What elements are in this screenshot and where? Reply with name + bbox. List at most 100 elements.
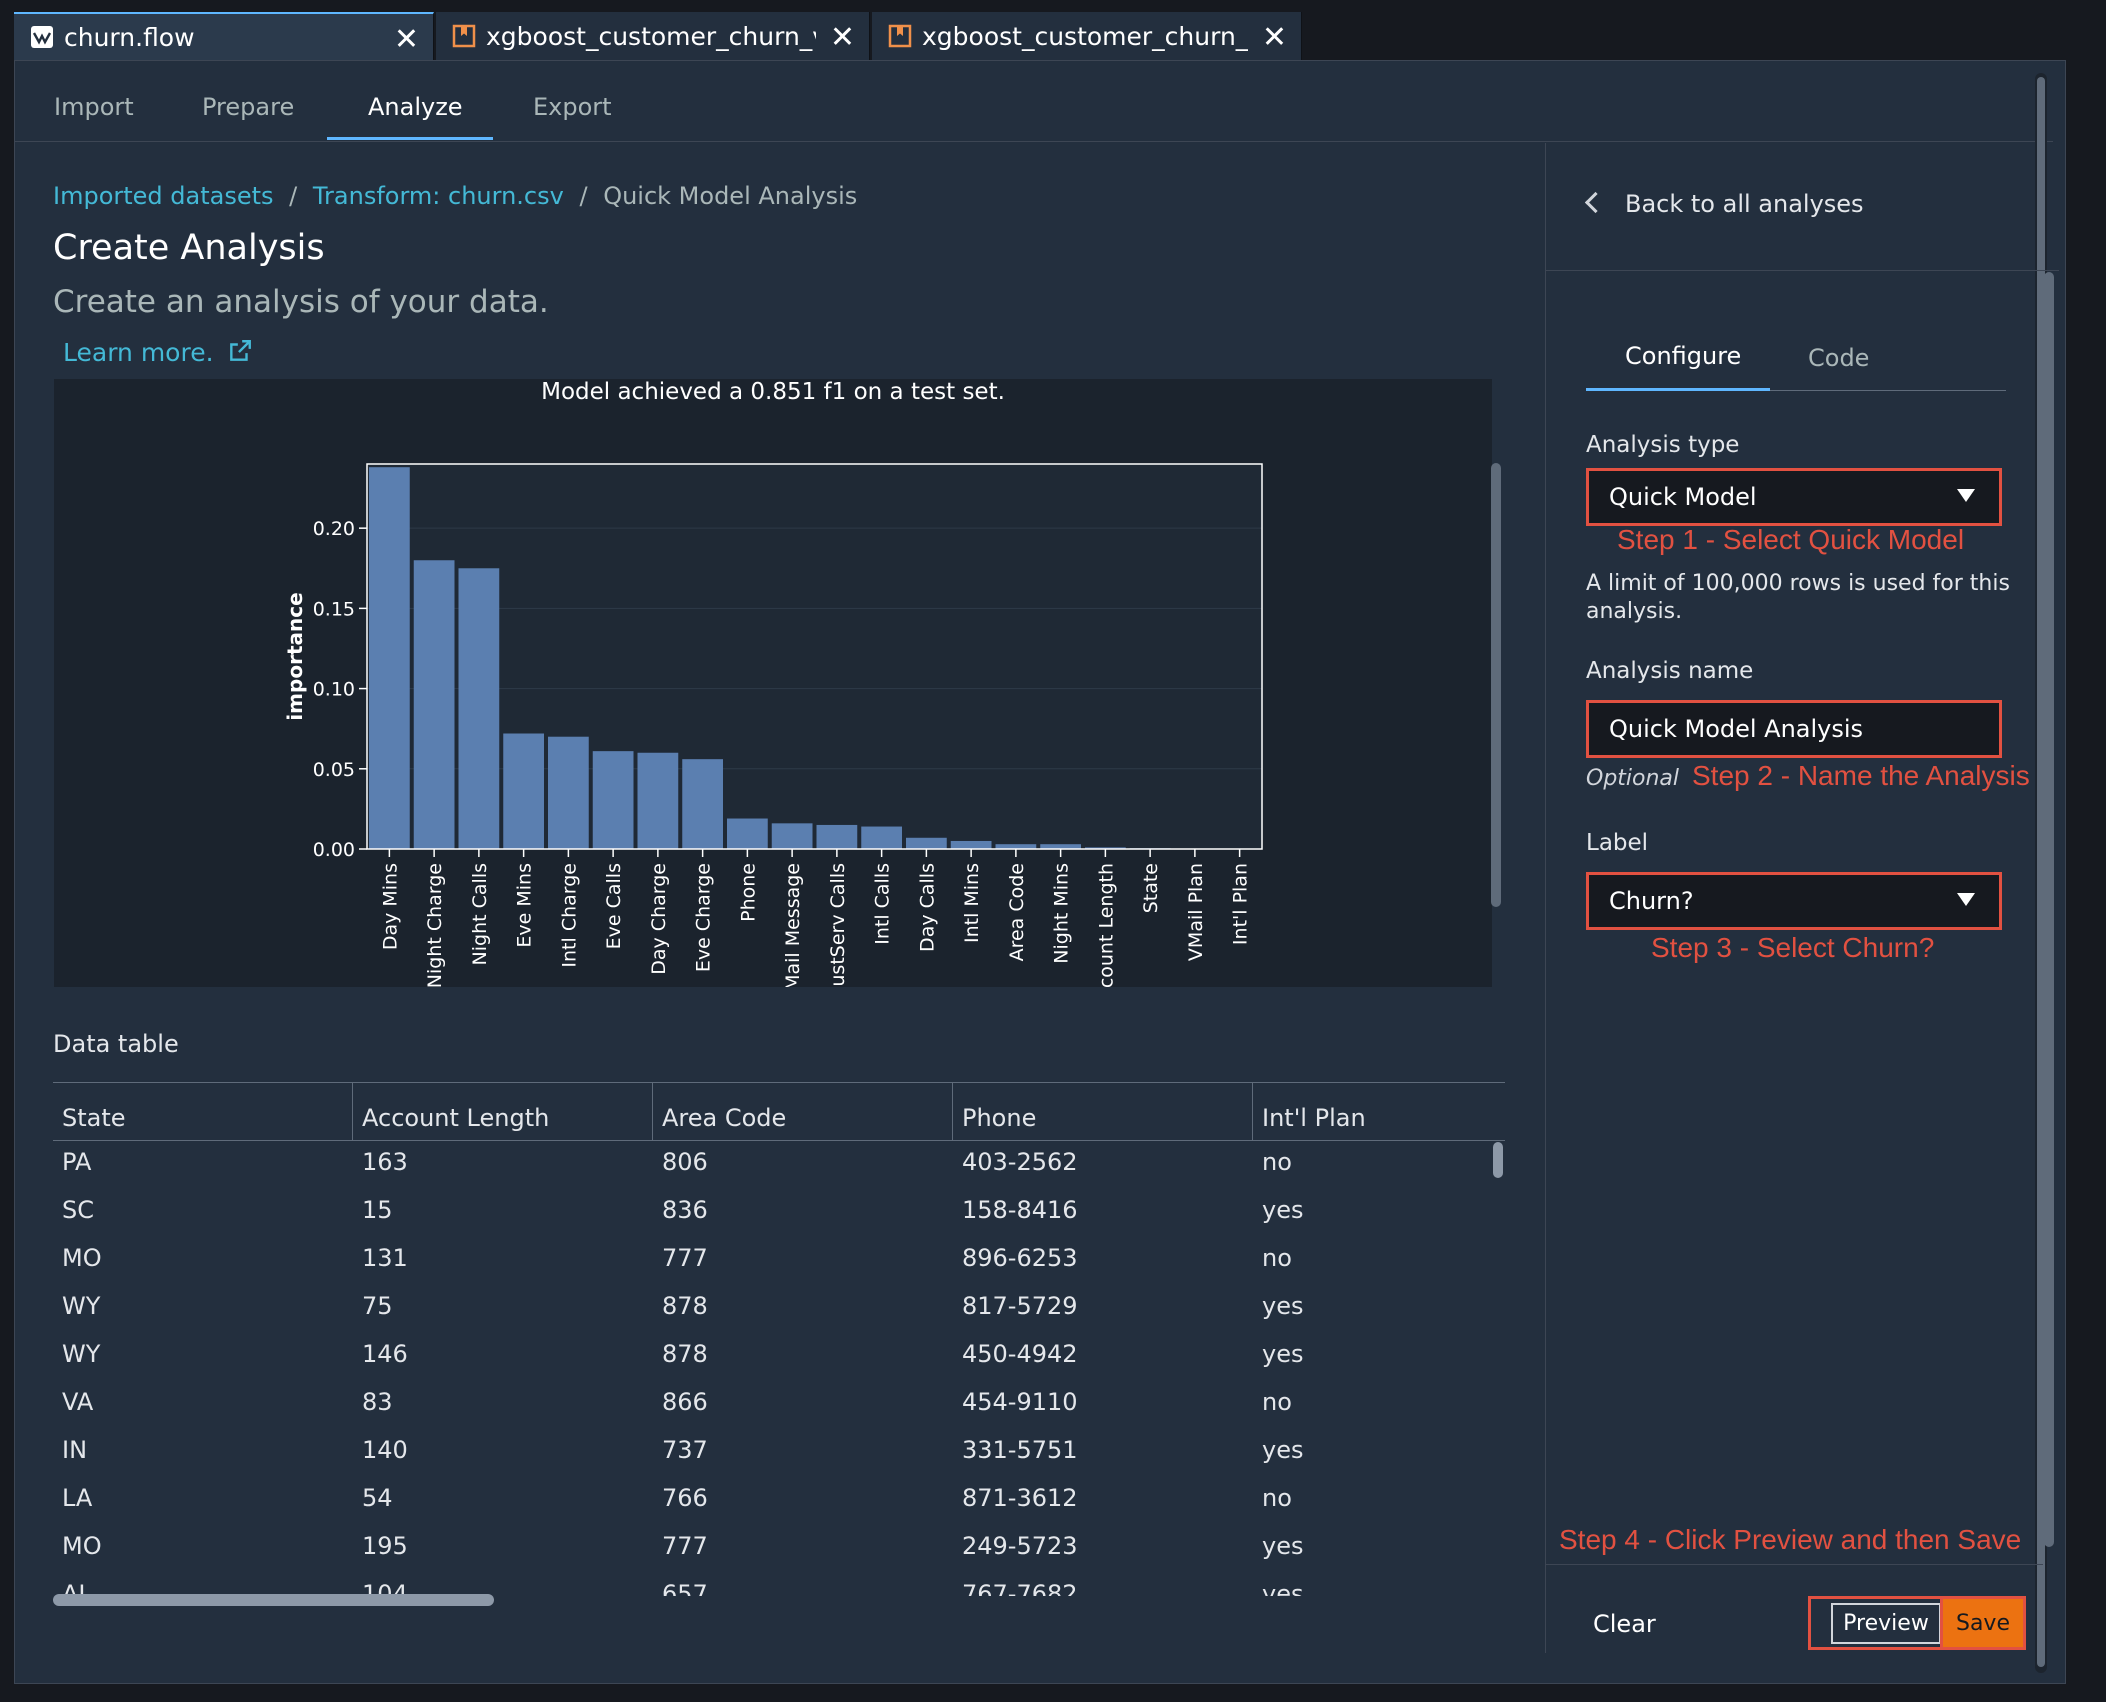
table-cell: 657 [662, 1580, 708, 1596]
x-tick-label: Eve Mins [514, 863, 536, 948]
table-cell: 878 [662, 1340, 708, 1368]
breadcrumb-transform[interactable]: Transform: churn.csv [312, 182, 564, 210]
window-scrollbar-thumb[interactable] [2037, 77, 2045, 1667]
chart-scrollbar-thumb[interactable] [1491, 463, 1501, 907]
chart-title: Model achieved a 0.851 f1 on a test set. [541, 379, 1005, 405]
x-tick-label: Intl Charge [558, 863, 580, 968]
learn-more-link[interactable]: Learn more. [63, 338, 253, 367]
panel-divider [1545, 143, 1546, 1653]
table-cell: yes [1262, 1196, 1304, 1224]
table-cell: yes [1262, 1292, 1304, 1320]
table-cell: LA [62, 1484, 93, 1512]
y-tick-label: 0.15 [313, 598, 355, 620]
caret-down-icon [1957, 489, 1975, 502]
table-cell: 866 [662, 1388, 708, 1416]
table-cell: yes [1262, 1436, 1304, 1464]
table-cell: 54 [362, 1484, 393, 1512]
tab-import[interactable]: Import [54, 93, 134, 121]
table-cell: 158-8416 [962, 1196, 1078, 1224]
table-horizontal-scrollbar-thumb[interactable] [53, 1594, 494, 1606]
x-tick-label: Phone [737, 863, 759, 922]
table-cell: IN [62, 1436, 88, 1464]
bar [503, 733, 544, 849]
x-tick-label: State [1140, 863, 1162, 913]
tab-analyze[interactable]: Analyze [368, 93, 463, 121]
table-cell: 195 [362, 1532, 408, 1560]
column-header-account-length[interactable]: Account Length [362, 1104, 550, 1132]
tab-prepare[interactable]: Prepare [202, 93, 295, 121]
table-cell: 146 [362, 1340, 408, 1368]
x-tick-label: Mail Message [782, 863, 804, 987]
y-tick-label: 0.10 [313, 679, 355, 701]
preview-button[interactable]: Preview [1808, 1596, 1964, 1650]
x-tick-label: Night Calls [469, 863, 491, 965]
clear-button[interactable]: Clear [1593, 1610, 1656, 1638]
bar [1085, 847, 1126, 849]
table-cell: WY [62, 1340, 101, 1368]
label-select[interactable]: Churn? [1586, 872, 2002, 930]
x-tick-label: Day Mins [379, 863, 401, 950]
step1-annotation: Step 1 - Select Quick Model [1617, 524, 1965, 555]
plot-area [367, 464, 1262, 849]
learn-more-label: Learn more. [63, 338, 214, 367]
tab-export[interactable]: Export [533, 93, 612, 121]
file-tab-xgboost-2[interactable]: xgboost_customer_churn_v1.i ✕ [872, 12, 1302, 60]
analysis-name-input[interactable]: Quick Model Analysis [1586, 700, 2002, 758]
flow-icon [31, 26, 53, 48]
close-icon[interactable]: ✕ [393, 22, 419, 57]
column-header-intl-plan[interactable]: Int'l Plan [1262, 1104, 1366, 1132]
breadcrumb-imported-datasets[interactable]: Imported datasets [53, 182, 274, 210]
column-header-area-code[interactable]: Area Code [662, 1104, 787, 1132]
table-cell: 249-5723 [962, 1532, 1078, 1560]
label-value: Churn? [1609, 887, 1694, 915]
bar [816, 824, 858, 849]
panel-scrollbar-thumb[interactable] [2044, 272, 2054, 1547]
feature-importance-chart: Model achieved a 0.851 f1 on a test set.… [283, 379, 1263, 1011]
table-cell: PA [62, 1148, 92, 1176]
analysis-name-value: Quick Model Analysis [1609, 715, 1864, 743]
table-cell: 836 [662, 1196, 708, 1224]
table-cell: 871-3612 [962, 1484, 1078, 1512]
x-tick-label: Account Length [1095, 863, 1117, 987]
table-cell: 766 [662, 1484, 708, 1512]
save-button[interactable]: Save [1940, 1596, 2026, 1650]
file-tab-churn-flow[interactable]: churn.flow ✕ [14, 12, 434, 60]
analysis-type-select[interactable]: Quick Model [1586, 468, 2002, 526]
file-tab-xgboost-1[interactable]: xgboost_customer_churn_v1_ ✕ [436, 12, 870, 60]
analysis-type-value: Quick Model [1609, 483, 1757, 511]
file-tab-label: churn.flow [64, 22, 195, 52]
table-vertical-scrollbar-thumb[interactable] [1493, 1142, 1503, 1178]
x-tick-label: Eve Charge [693, 863, 715, 972]
analysis-name-label: Analysis name [1586, 658, 1754, 684]
close-icon[interactable]: ✕ [1261, 20, 1287, 55]
panel-tab-configure[interactable]: Configure [1625, 342, 1742, 370]
bar [637, 752, 679, 849]
table-cell: 767-7682 [962, 1580, 1078, 1596]
bar [369, 467, 410, 849]
bar [727, 818, 768, 849]
bar [950, 840, 992, 849]
back-to-all-analyses-link[interactable]: Back to all analyses [1584, 190, 1864, 218]
table-cell: 817-5729 [962, 1292, 1078, 1320]
table-cell: 83 [362, 1388, 393, 1416]
table-cell: 104 [362, 1580, 408, 1596]
x-tick-label: Int'l Plan [1230, 863, 1252, 945]
x-tick-label: Intl Mins [961, 863, 983, 943]
breadcrumb-current: Quick Model Analysis [603, 182, 858, 210]
table-cell: MO [62, 1532, 102, 1560]
data-table-title: Data table [53, 1030, 179, 1058]
table-header-top-border [53, 1082, 1505, 1083]
step4-annotation: Step 4 - Click Preview and then Save [1559, 1524, 2022, 1555]
table-cell: 131 [362, 1244, 408, 1272]
breadcrumb-separator: / [289, 182, 298, 210]
table-cell: 140 [362, 1436, 408, 1464]
close-icon[interactable]: ✕ [829, 20, 855, 55]
x-tick-label: Area Code [1006, 863, 1028, 961]
column-header-phone[interactable]: Phone [962, 1104, 1037, 1132]
panel-tab-code[interactable]: Code [1808, 344, 1870, 372]
table-cell: 737 [662, 1436, 708, 1464]
x-tick-label: Intl Calls [872, 863, 894, 945]
column-header-state[interactable]: State [62, 1104, 126, 1132]
table-cell: 75 [362, 1292, 393, 1320]
table-cell: 777 [662, 1244, 708, 1272]
